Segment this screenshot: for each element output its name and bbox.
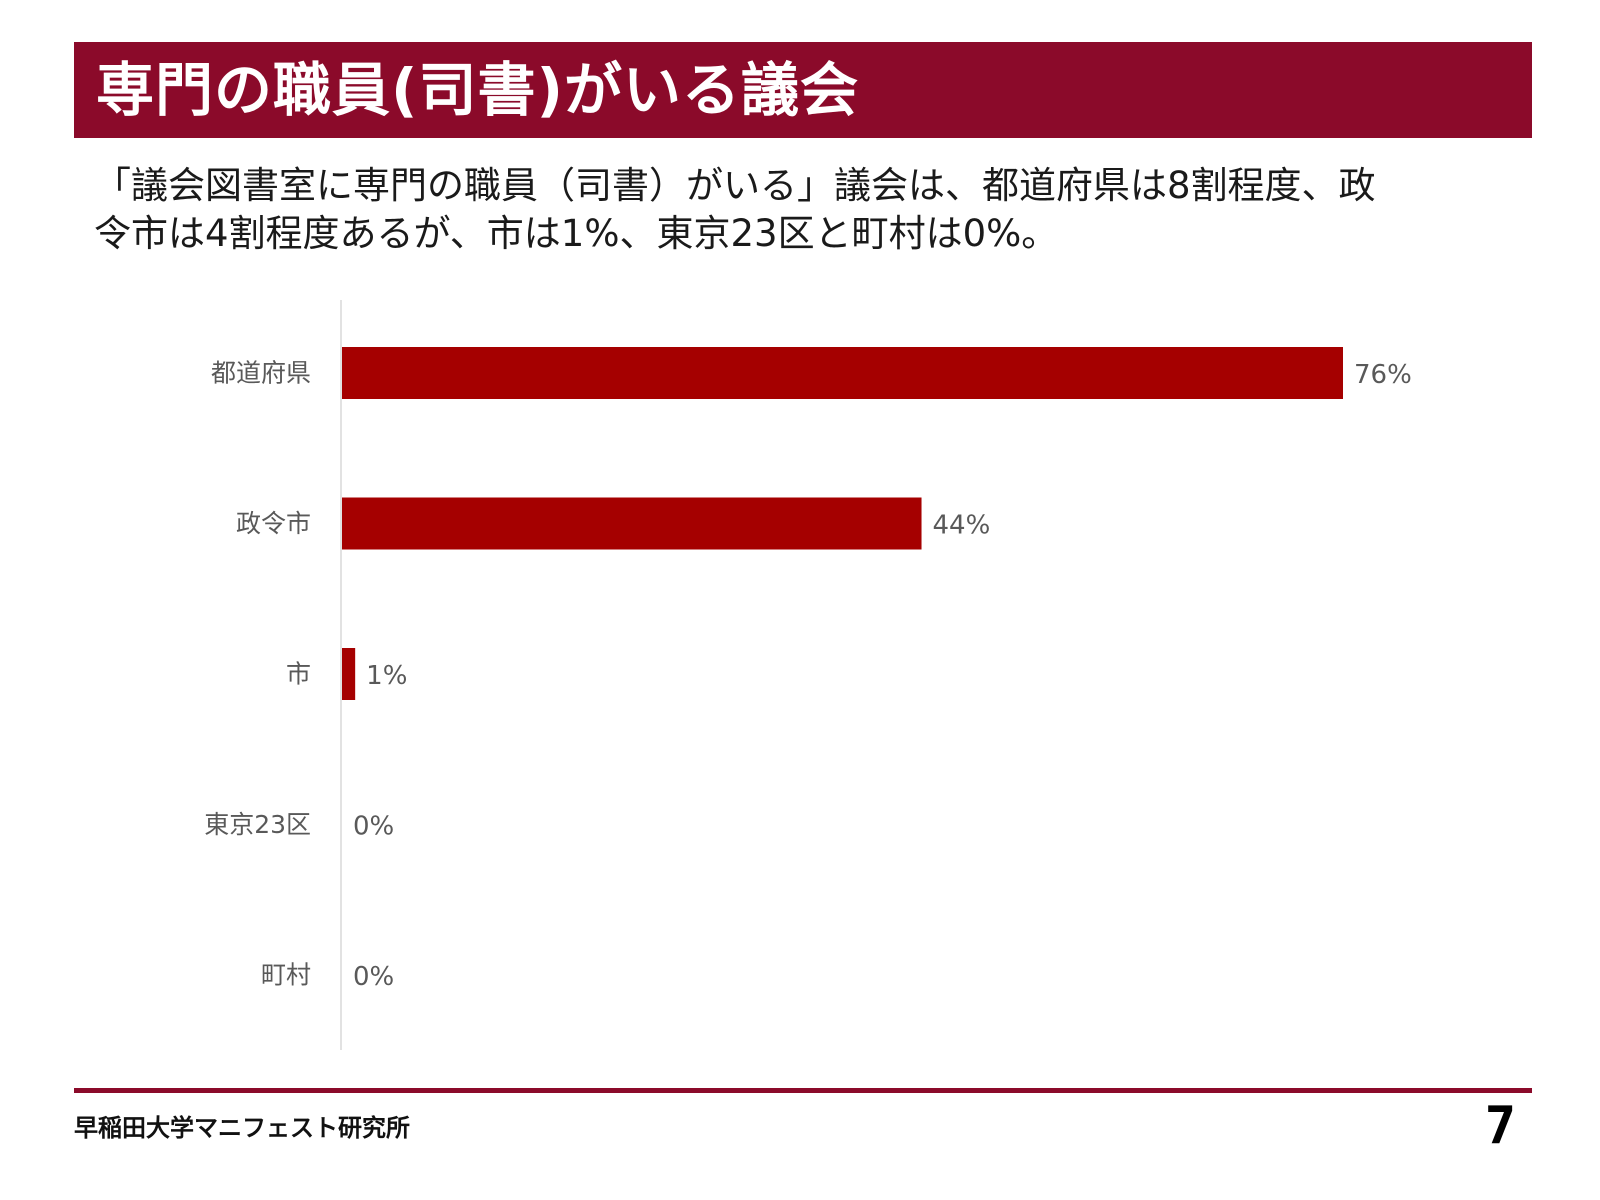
- category-label: 政令市: [236, 509, 311, 538]
- title-bar: 専門の職員(司書)がいる議会: [74, 42, 1532, 138]
- description-line-1: 「議会図書室に専門の職員（司書）がいる」議会は、都道府県は8割程度、政: [94, 164, 1376, 207]
- data-label: 44%: [933, 511, 991, 541]
- category-label: 都道府県: [211, 359, 311, 388]
- page-number: 7: [1484, 1096, 1516, 1156]
- bar: [342, 497, 922, 550]
- category-label: 東京23区: [204, 810, 311, 839]
- slide-description: 「議会図書室に専門の職員（司書）がいる」議会は、都道府県は8割程度、政 令市は4…: [94, 162, 1544, 258]
- chart-marks: 都道府県 76% 政令市 44% 市 1% 東京23区 0% 町村 0%: [204, 347, 1412, 992]
- data-label: 76%: [1354, 360, 1412, 390]
- slide-title: 専門の職員(司書)がいる議会: [96, 56, 860, 124]
- category-label: 町村: [261, 961, 311, 990]
- data-label: 0%: [353, 962, 394, 992]
- footer-organization: 早稲田大学マニフェスト研究所: [74, 1114, 410, 1142]
- category-label: 市: [286, 660, 311, 689]
- description-line-2: 令市は4割程度あるが、市は1%、東京23区と町村は0%。: [94, 212, 1059, 255]
- data-label: 0%: [353, 812, 394, 842]
- footer-divider: [74, 1088, 1532, 1093]
- data-label: 1%: [366, 661, 407, 691]
- bar: [342, 648, 356, 700]
- bar: [342, 347, 1343, 399]
